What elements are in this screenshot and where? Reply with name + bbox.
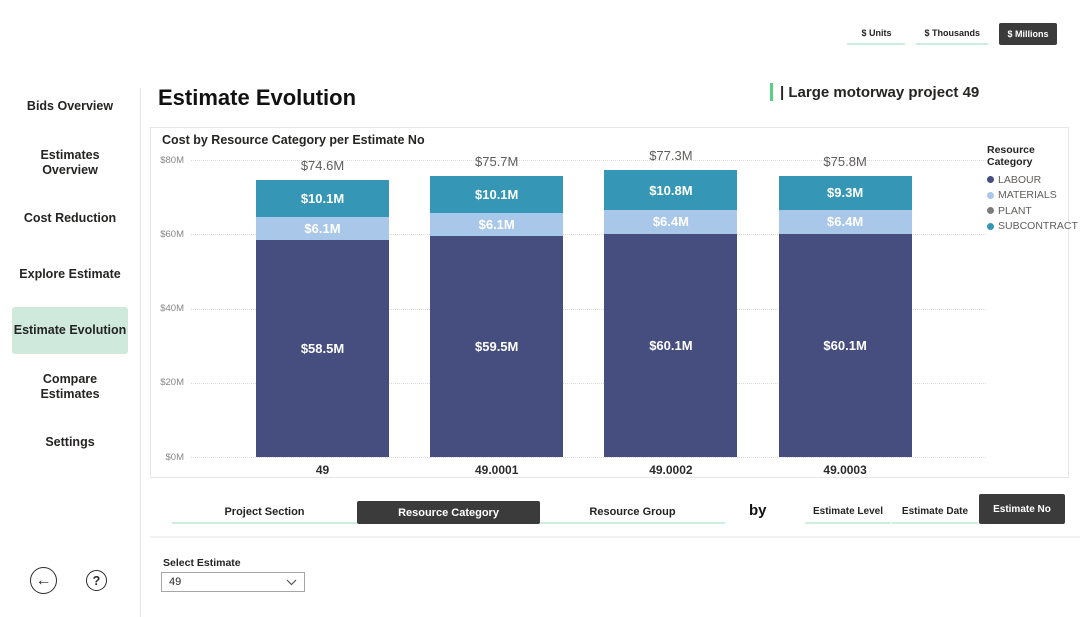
gridline: [191, 308, 986, 310]
by-label: by: [749, 502, 767, 519]
bar-total-label: $75.7M: [475, 153, 519, 169]
bar-segment-labour-49.0001[interactable]: $59.5M: [430, 236, 564, 457]
sidebar-item-estimate-evolution[interactable]: Estimate Evolution: [12, 307, 128, 354]
y-axis-tick-label: $0M: [165, 451, 184, 463]
plot-area: $80M $60M $40M $20M $0M $58.5M $6.1M $10.1M $74.…: [151, 128, 1068, 477]
legend-title: Resource Category: [987, 144, 1035, 168]
bar-segment-materials-49.0001[interactable]: $6.1M: [430, 213, 564, 237]
dimension-button-resource-category[interactable]: Resource Category: [357, 501, 540, 524]
legend-item-materials[interactable]: MATERIALS: [987, 188, 1069, 204]
legend-dot-icon: [987, 207, 994, 215]
gridline: [191, 457, 986, 458]
bar-segment-labour-49.0002[interactable]: $60.1M: [604, 233, 738, 457]
dimension-button-resource-group[interactable]: Resource Group: [540, 501, 725, 524]
y-axis-tick-label: $40M: [160, 303, 184, 314]
bar-segment-labour-49[interactable]: $58.5M: [256, 239, 389, 457]
gridline: [191, 234, 986, 236]
sidebar-item-cost-reduction[interactable]: Cost Reduction: [23, 211, 117, 225]
x-axis-category-label: 49.0002: [649, 463, 693, 477]
dimension-button-estimate-date[interactable]: Estimate Date: [892, 501, 978, 524]
x-axis-category-label: 49.0003: [823, 463, 867, 477]
toggle-millions-button[interactable]: $ Millions: [999, 23, 1057, 45]
sidebar-item-compare-estimates[interactable]: Compare Estimates: [40, 371, 100, 401]
bar-total-label: $75.8M: [823, 153, 867, 169]
bar-segment-subcontract-49[interactable]: $10.1M: [256, 179, 389, 218]
dimension-button-project-section[interactable]: Project Section: [172, 501, 357, 524]
legend: Resource Category LABOUR MATERIALS PLANT SU…: [987, 144, 1078, 235]
section-divider: [150, 536, 1080, 538]
accent-bar: [770, 83, 773, 101]
dimension-button-estimate-no[interactable]: Estimate No: [979, 494, 1065, 524]
sidebar-item-explore-estimate[interactable]: Explore Estimate: [19, 267, 121, 281]
legend-dot-icon: [987, 191, 994, 199]
legend-items: LABOUR MATERIALS PLANT SUBCONTRACT: [987, 172, 1078, 235]
sidebar-item-settings[interactable]: Settings: [45, 435, 95, 449]
sidebar-divider: [140, 88, 141, 617]
legend-item-subcontract[interactable]: SUBCONTRACT: [987, 219, 1078, 235]
project-title: | Large motorway project 49: [770, 83, 979, 101]
toggle-thousands-button[interactable]: $ Thousands: [916, 23, 988, 45]
x-axis-category-label: 49.0001: [474, 463, 519, 477]
select-estimate-label: Select Estimate: [163, 557, 241, 569]
bar-segment-materials-49.0003[interactable]: $6.4M: [778, 210, 912, 234]
bar-segment-subcontract-49.0001[interactable]: $10.1M: [430, 175, 564, 214]
legend-label: SUBCONTRACT: [998, 220, 1078, 233]
x-axis-category-label: 49: [315, 463, 330, 477]
chart-panel: Cost by Resource Category per Estimate N…: [150, 127, 1078, 478]
gridline: [191, 382, 986, 384]
gridline: [191, 160, 986, 161]
bar-segment-materials-49[interactable]: $6.1M: [256, 217, 389, 240]
chevron-down-icon: [286, 579, 297, 585]
y-axis-tick-label: $60M: [160, 228, 184, 240]
bar-total-label: $74.6M: [300, 157, 345, 173]
y-axis-tick-label: $80M: [160, 154, 184, 166]
y-axis-tick-label: $20M: [160, 377, 184, 389]
currency-unit-toggle: $ Units $ Thousands $ Millions: [847, 23, 1057, 45]
legend-item-labour[interactable]: LABOUR: [987, 172, 1069, 188]
estimate-dropdown[interactable]: 49: [161, 572, 305, 592]
legend-dot-icon: [987, 222, 994, 230]
legend-item-plant[interactable]: PLANT: [987, 203, 1069, 219]
question-mark-icon: ?: [92, 573, 101, 588]
legend-dot-icon: [987, 176, 994, 184]
chart-title: Cost by Resource Category per Estimate N…: [162, 133, 425, 147]
sidebar-item-estimates-overview[interactable]: Estimates Overview: [40, 147, 100, 177]
bar-segment-labour-49.0003[interactable]: $60.1M: [778, 233, 912, 457]
legend-label: MATERIALS: [998, 189, 1057, 202]
sidebar: Bids Overview Estimates Overview Cost Re…: [0, 83, 140, 475]
help-button[interactable]: ?: [86, 570, 107, 591]
left-arrow-icon: ←: [35, 571, 52, 589]
toggle-units-button[interactable]: $ Units: [847, 23, 906, 45]
estimate-dropdown-value: 49: [169, 576, 182, 588]
legend-label: PLANT: [998, 204, 1032, 217]
dimension-button-estimate-level[interactable]: Estimate Level: [805, 501, 891, 524]
bar-segment-subcontract-49.0002[interactable]: $10.8M: [604, 170, 738, 211]
bar-segment-subcontract-49.0003[interactable]: $9.3M: [778, 175, 912, 211]
legend-label: LABOUR: [998, 173, 1042, 186]
bar-segment-materials-49.0002[interactable]: $6.4M: [604, 210, 738, 234]
page-title: Estimate Evolution: [158, 85, 357, 110]
back-button[interactable]: ←: [30, 567, 57, 594]
project-title-text: | Large motorway project 49: [780, 83, 980, 101]
bar-total-label: $77.3M: [649, 148, 693, 164]
sidebar-item-bids-overview[interactable]: Bids Overview: [26, 99, 114, 113]
